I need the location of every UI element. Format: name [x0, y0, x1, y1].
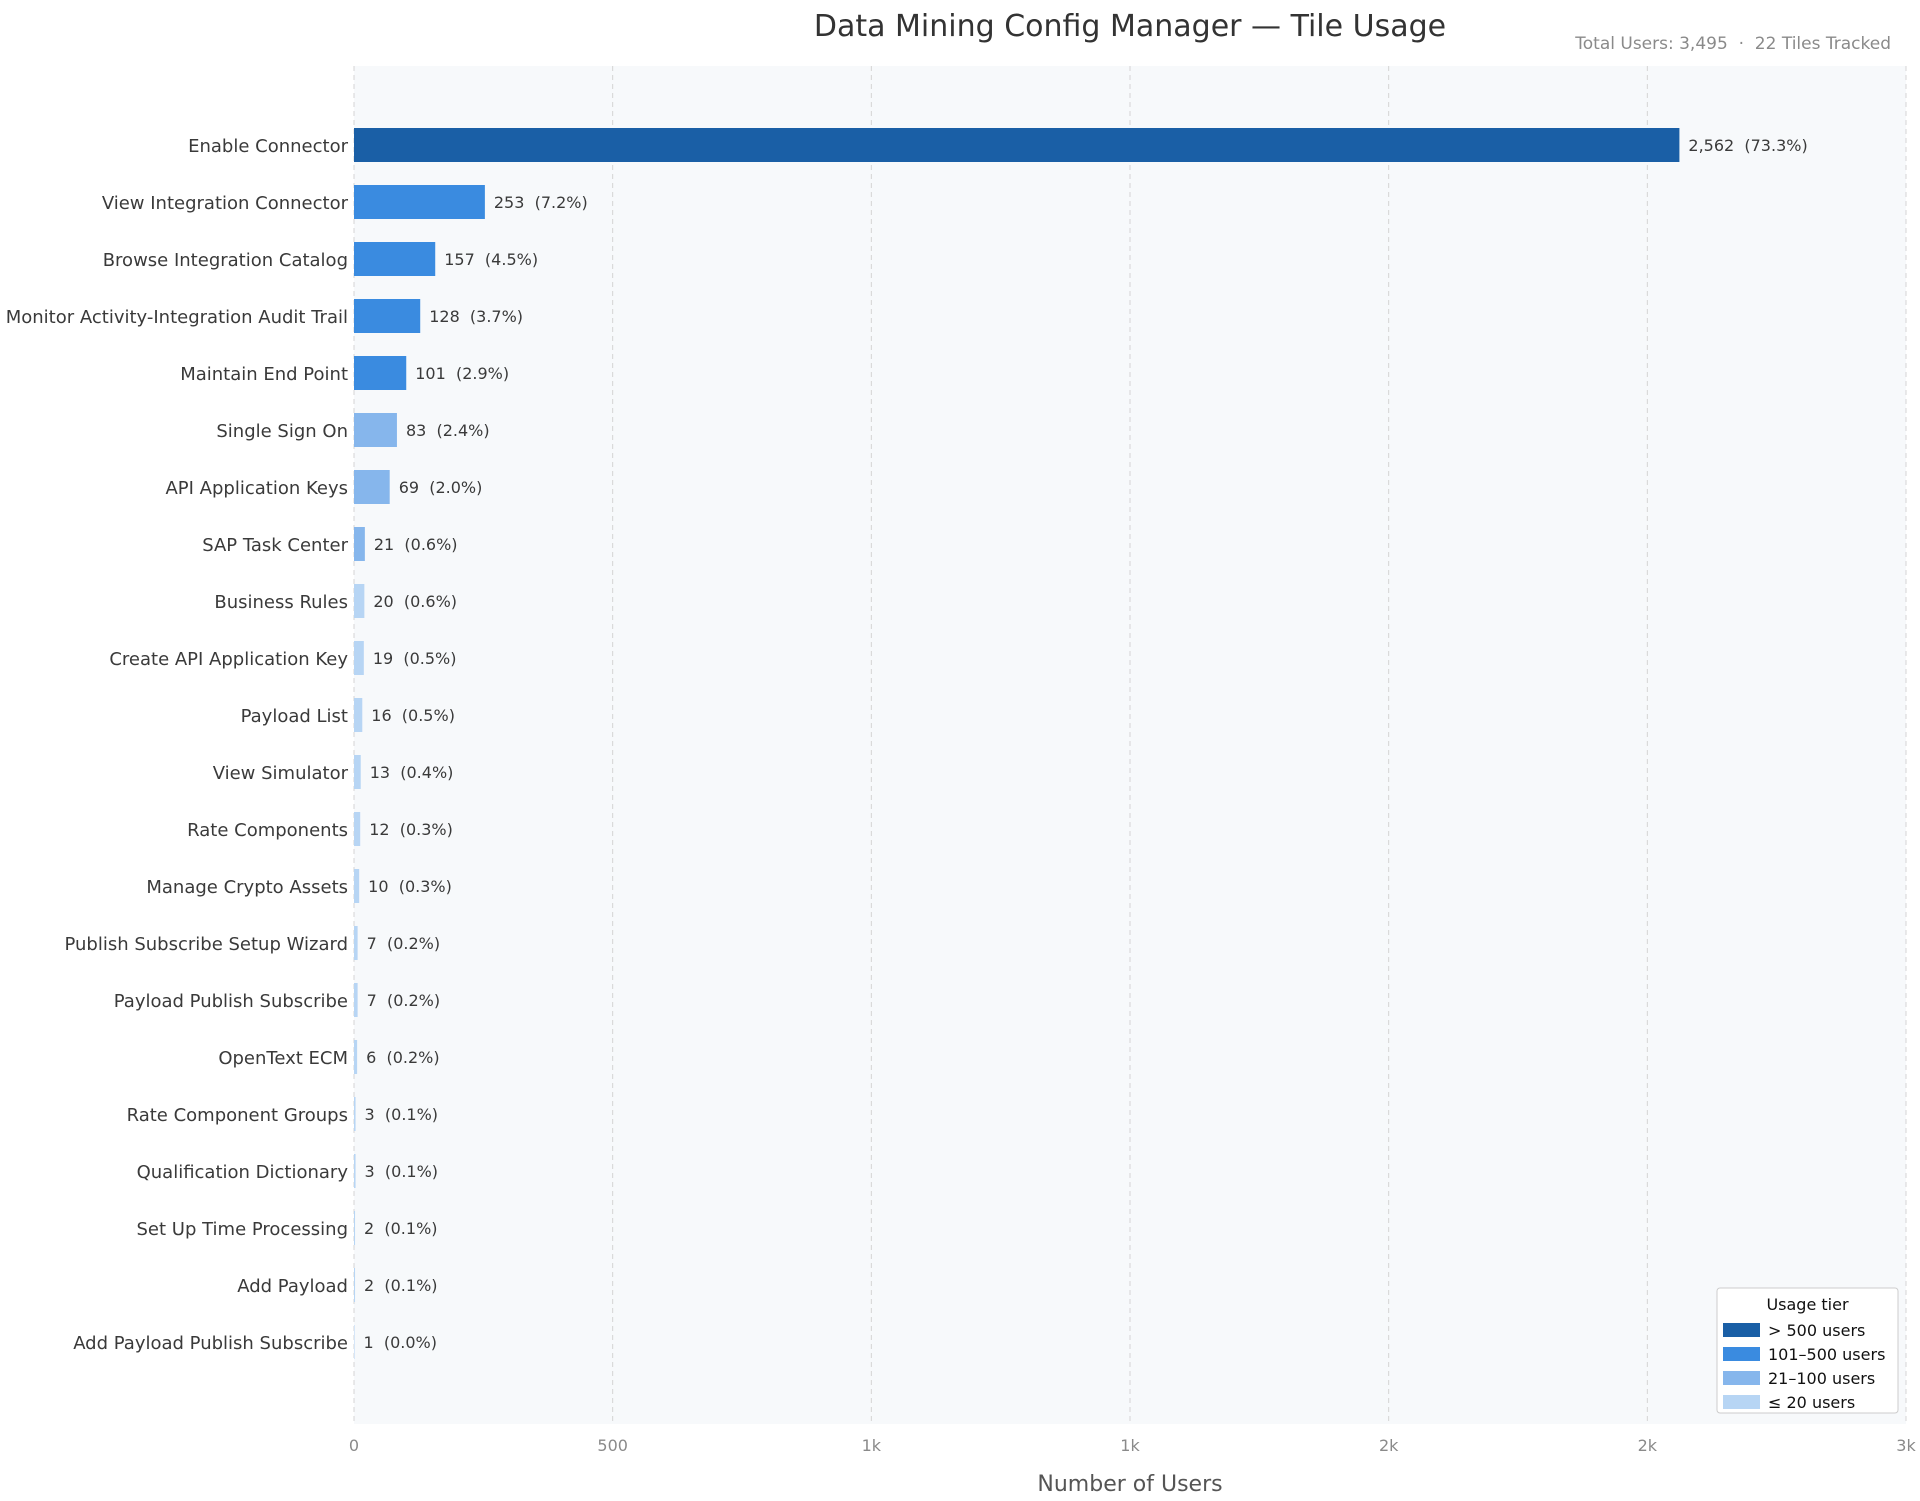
category-label: Single Sign On [216, 421, 348, 442]
value-label: 13 (0.4%) [370, 763, 454, 782]
value-label: 2 (0.1%) [364, 1219, 437, 1238]
bar [354, 812, 361, 846]
category-label: OpenText ECM [218, 1048, 348, 1069]
bar [354, 698, 363, 732]
bar [354, 413, 397, 447]
category-label: Payload List [241, 706, 348, 727]
category-label: Qualification Dictionary [137, 1162, 349, 1183]
value-label: 1 (0.0%) [364, 1333, 437, 1352]
value-label: 7 (0.2%) [367, 934, 440, 953]
value-label: 101 (2.9%) [415, 364, 509, 383]
value-label: 16 (0.5%) [371, 706, 455, 725]
category-label: Add Payload Publish Subscribe [73, 1333, 348, 1354]
legend-label: ≤ 20 users [1768, 1393, 1855, 1412]
bars [354, 128, 1680, 1359]
legend-entries: > 500 users 101–500 users 21–100 users ≤ 20… [1723, 1321, 1885, 1412]
bar [354, 1097, 356, 1131]
bar [354, 1211, 356, 1245]
category-label: Manage Crypto Assets [146, 877, 348, 898]
legend-box [1716, 1287, 1899, 1414]
category-labels: Enable Connector View Integration Connect… [6, 136, 349, 1354]
value-label: 10 (0.3%) [368, 877, 452, 896]
legend-swatch [1723, 1323, 1760, 1337]
legend-swatch [1723, 1395, 1760, 1409]
category-label: Monitor Activity-Integration Audit Trail [6, 307, 348, 328]
legend-swatch [1723, 1347, 1760, 1361]
category-label: Set Up Time Processing [137, 1219, 349, 1240]
value-label: 12 (0.3%) [369, 820, 453, 839]
bar [354, 641, 364, 675]
legend-label: > 500 users [1768, 1321, 1865, 1340]
legend-label: 101–500 users [1768, 1345, 1885, 1364]
value-label: 7 (0.2%) [367, 991, 440, 1010]
legend-label: 21–100 users [1768, 1369, 1875, 1388]
value-label: 20 (0.6%) [373, 592, 457, 611]
x-axis-title: Number of Users [1037, 1472, 1222, 1497]
value-label: 69 (2.0%) [399, 478, 483, 497]
value-label: 128 (3.7%) [429, 307, 523, 326]
value-label: 19 (0.5%) [373, 649, 457, 668]
x-tick-label: 1k [862, 1436, 882, 1455]
value-label: 2 (0.1%) [364, 1276, 437, 1295]
bar [354, 755, 361, 789]
category-label: Rate Components [187, 820, 348, 841]
category-label: Maintain End Point [180, 364, 348, 385]
category-label: Rate Component Groups [127, 1105, 348, 1126]
category-label: View Integration Connector [102, 193, 349, 214]
category-label: Create API Application Key [109, 649, 348, 670]
value-label: 21 (0.6%) [374, 535, 458, 554]
value-label: 157 (4.5%) [444, 250, 538, 269]
bar [354, 584, 365, 618]
bar [354, 1268, 356, 1302]
bar [354, 185, 485, 219]
category-label: Business Rules [214, 592, 348, 613]
value-label: 253 (7.2%) [494, 193, 588, 212]
x-tick-labels: 0 500 1k 1k 2k 2k 3k [349, 1436, 1917, 1455]
category-label: API Application Keys [165, 478, 348, 499]
category-label: View Simulator [213, 763, 349, 784]
bar [354, 869, 360, 903]
bar [354, 527, 365, 561]
chart-title: Data Mining Config Manager — Tile Usage [814, 9, 1446, 44]
x-tick-label: 500 [597, 1436, 628, 1455]
bar [354, 470, 390, 504]
x-tick-label: 2k [1379, 1436, 1399, 1455]
category-label: Payload Publish Subscribe [114, 991, 348, 1012]
legend-swatch [1723, 1371, 1760, 1385]
x-tick-label: 3k [1896, 1436, 1916, 1455]
category-label: Browse Integration Catalog [103, 250, 348, 271]
bar [354, 1325, 355, 1359]
value-label: 3 (0.1%) [365, 1105, 438, 1124]
bar [354, 1040, 358, 1074]
bar [354, 983, 358, 1017]
bar [354, 299, 421, 333]
x-tick-label: 2k [1638, 1436, 1658, 1455]
value-labels: 2,562 (73.3%) 253 (7.2%) 157 (4.5%) 128 (3.… [364, 136, 1808, 1352]
category-label: Publish Subscribe Setup Wizard [64, 934, 348, 955]
bar [354, 1154, 356, 1188]
value-label: 83 (2.4%) [406, 421, 490, 440]
bar [354, 242, 436, 276]
x-tick-label: 1k [1120, 1436, 1140, 1455]
value-label: 6 (0.2%) [366, 1048, 439, 1067]
grid-lines [353, 66, 1907, 1424]
category-label: Enable Connector [188, 136, 348, 157]
value-label: 3 (0.1%) [365, 1162, 438, 1181]
legend-title: Usage tier [1766, 1295, 1849, 1314]
legend: Usage tier > 500 users 101–500 users 21–10… [1716, 1287, 1899, 1414]
value-label: 2,562 (73.3%) [1688, 136, 1807, 155]
category-label: SAP Task Center [202, 535, 348, 556]
chart-subtitle: Total Users: 3,495 · 22 Tiles Tracked [1574, 34, 1891, 54]
bar [354, 926, 358, 960]
bar [354, 128, 1680, 162]
category-label: Add Payload [237, 1276, 348, 1297]
bar [354, 356, 407, 390]
x-tick-label: 0 [349, 1436, 359, 1455]
